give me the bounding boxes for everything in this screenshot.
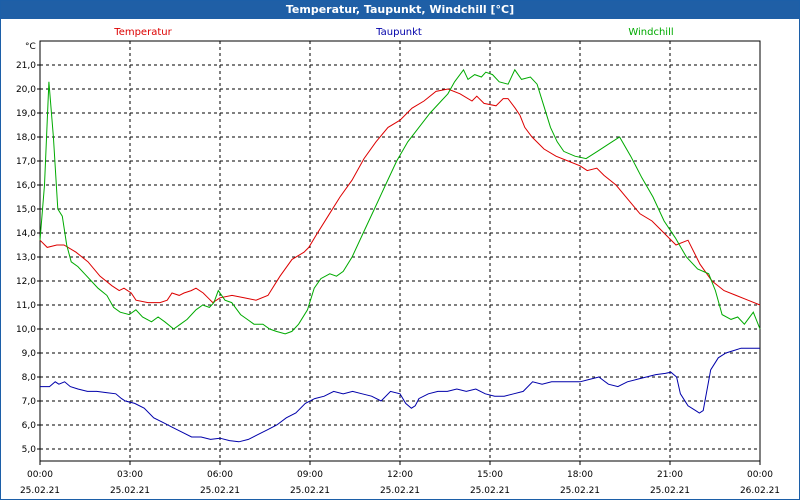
series-line-windchill: [39, 68, 761, 335]
x-tick-date: 26.02.21: [740, 486, 780, 496]
y-tick-label: 12,0: [16, 277, 36, 287]
x-tick-date: 25.02.21: [380, 486, 420, 496]
x-tick-time: 09:00: [297, 470, 323, 480]
x-tick-date: 25.02.21: [470, 486, 510, 496]
legend-temperatur: Temperatur: [113, 27, 172, 38]
series-line-taupunkt: [40, 347, 760, 443]
x-tick-date: 25.02.21: [20, 486, 60, 496]
x-tick-date: 25.02.21: [290, 486, 330, 496]
x-tick-time: 06:00: [207, 470, 233, 480]
y-tick-label: 13,0: [16, 253, 36, 263]
window-title: Temperatur, Taupunkt, Windchill [°C]: [1, 1, 799, 19]
y-tick-label: 5,0: [22, 445, 37, 455]
x-tick-date: 25.02.21: [200, 486, 240, 496]
y-tick-label: 20,0: [16, 85, 36, 95]
y-tick-label: 9,0: [22, 349, 37, 359]
x-tick-time: 21:00: [657, 470, 683, 480]
y-tick-label: 7,0: [22, 397, 37, 407]
y-tick-label: 10,0: [16, 325, 36, 335]
x-tick-time: 03:00: [117, 470, 143, 480]
x-tick-time: 00:00: [27, 470, 53, 480]
x-tick-date: 25.02.21: [650, 486, 690, 496]
legend-windchill: Windchill: [628, 27, 673, 38]
y-tick-label: 17,0: [16, 157, 36, 167]
legend-taupunkt: Taupunkt: [375, 27, 422, 38]
y-tick-label: 14,0: [16, 229, 36, 239]
y-tick-label: 19,0: [16, 109, 36, 119]
y-tick-label: 6,0: [22, 421, 37, 431]
x-tick-time: 18:00: [567, 470, 593, 480]
x-tick-date: 25.02.21: [110, 486, 150, 496]
y-tick-label: 15,0: [16, 205, 36, 215]
series-line-temperatur: [39, 88, 761, 306]
y-tick-label: 21,0: [16, 61, 36, 71]
y-tick-label: 8,0: [22, 373, 37, 383]
y-tick-label: 18,0: [16, 133, 36, 143]
x-tick-time: 15:00: [477, 470, 503, 480]
x-tick-date: 25.02.21: [560, 486, 600, 496]
x-tick-time: 00:00: [747, 470, 773, 480]
y-tick-label: 11,0: [16, 301, 36, 311]
y-axis-unit: °C: [25, 42, 36, 52]
y-tick-label: 16,0: [16, 181, 36, 191]
x-tick-time: 12:00: [387, 470, 413, 480]
